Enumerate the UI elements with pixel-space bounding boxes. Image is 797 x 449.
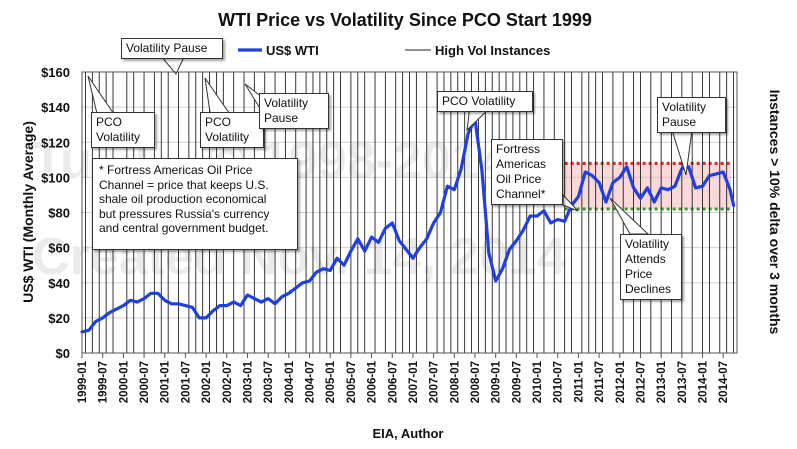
x-tick-label: 2000-01 bbox=[118, 360, 130, 403]
legend: US$ WTI High Vol Instances bbox=[238, 43, 550, 58]
channel-band bbox=[564, 163, 731, 209]
x-tick-label: 2013-01 bbox=[656, 360, 668, 403]
x-tick-label: 2012-01 bbox=[615, 360, 627, 403]
x-tick-label: 2007-07 bbox=[429, 361, 441, 403]
y-tick-label: $20 bbox=[48, 311, 70, 326]
plot-frame bbox=[81, 71, 738, 354]
x-tick-label: 2004-07 bbox=[305, 361, 317, 403]
x-tick-label: 2012-07 bbox=[635, 361, 647, 403]
x-tick-label: 2004-01 bbox=[284, 360, 296, 403]
y-tick-label: $40 bbox=[48, 276, 70, 291]
x-tick-label: 2006-07 bbox=[387, 361, 399, 403]
y-tick-label: $100 bbox=[41, 170, 70, 185]
callout-line: Pause bbox=[662, 115, 697, 129]
x-tick-label: 2003-01 bbox=[242, 360, 254, 403]
x-tick-label: 2001-01 bbox=[160, 360, 172, 403]
y-axis-label: US$ WTI (Monthly Average) bbox=[20, 121, 36, 303]
callout-tail bbox=[562, 193, 579, 212]
x-tick-label: 1999-07 bbox=[98, 361, 110, 403]
x-tick-label: 2000-07 bbox=[139, 361, 151, 403]
x-tick-label: 2009-07 bbox=[511, 361, 523, 403]
x-axis-ticks: 1999-01 1999-07 2000-01 2000-07 2001-01 2001-… bbox=[77, 353, 730, 403]
callout-vol-attends: Volatility Attends Price Declines bbox=[620, 234, 682, 300]
callout-line: PCO bbox=[205, 115, 232, 129]
x-tick-label: 2007-01 bbox=[408, 360, 420, 403]
callout-fortress: Fortress Americas Oil Price Channel* bbox=[491, 139, 563, 205]
callout-line: Volatility Pause bbox=[126, 41, 208, 55]
x-tick-label: 2014-01 bbox=[698, 360, 710, 403]
footnote-box: * Fortress Americas Oil Price Channel = … bbox=[92, 158, 298, 250]
y-tick-label: $0 bbox=[56, 346, 70, 361]
callout-line: Fortress bbox=[496, 142, 541, 156]
callout-line: Price bbox=[625, 267, 653, 281]
x-tick-label: 2010-07 bbox=[553, 361, 565, 403]
wti-price-line bbox=[80, 117, 736, 334]
x-tick-label: 2014-07 bbox=[718, 361, 730, 403]
footnote-line: shale oil production economical bbox=[99, 192, 267, 206]
x-axis-label: EIA, Author bbox=[372, 426, 443, 441]
footnote-line: and central government budget. bbox=[99, 221, 269, 235]
callout-pco-vol-2: PCO Volatility bbox=[200, 112, 264, 148]
callout-pco-vol-3: PCO Volatility bbox=[437, 91, 533, 112]
legend-vol-label: High Vol Instances bbox=[435, 43, 550, 58]
y-axis-ticks: $0 $20 $40 $60 $80 $100 $120 $140 $160 bbox=[41, 65, 70, 361]
y-tick-label: $160 bbox=[41, 65, 70, 80]
callout-line: Pause bbox=[264, 111, 299, 125]
y-tick-label: $120 bbox=[41, 135, 70, 150]
x-tick-label: 2005-01 bbox=[325, 360, 337, 403]
x-tick-label: 2003-07 bbox=[263, 361, 275, 403]
footnote-line: * Fortress Americas Oil Price bbox=[99, 163, 253, 177]
callout-line: Volatility bbox=[662, 100, 707, 114]
callout-line: Volatility bbox=[264, 96, 309, 110]
x-tick-label: 2008-01 bbox=[449, 360, 461, 403]
x-tick-label: 2010-01 bbox=[532, 360, 544, 403]
x-tick-label: 2009-01 bbox=[491, 360, 503, 403]
callout-vol-pause-3: Volatility Pause bbox=[657, 97, 726, 133]
legend-wti-label: US$ WTI bbox=[266, 43, 319, 58]
x-tick-label: 2006-01 bbox=[367, 360, 379, 403]
callout-line: PCO Volatility bbox=[442, 94, 516, 108]
callout-vol-pause-1: Volatility Pause bbox=[121, 38, 223, 59]
callout-line: PCO bbox=[96, 115, 123, 129]
x-tick-label: 1999-01 bbox=[77, 360, 89, 403]
x-tick-label: 2002-01 bbox=[201, 360, 213, 403]
y-tick-label: $140 bbox=[41, 100, 70, 115]
chart-title: WTI Price vs Volatility Since PCO Start … bbox=[218, 10, 592, 30]
x-tick-label: 2002-07 bbox=[222, 361, 234, 403]
footnote-line: Channel = price that keeps U.S. bbox=[99, 177, 269, 192]
y-tick-label: $80 bbox=[48, 206, 70, 221]
x-tick-label: 2001-07 bbox=[180, 361, 192, 403]
x-tick-label: 2011-01 bbox=[573, 360, 585, 402]
callout-line: Volatility bbox=[625, 237, 670, 251]
callout-line: Channel* bbox=[496, 187, 546, 201]
footnote-line: but pressures Russia's currency bbox=[99, 206, 270, 221]
price-channel bbox=[564, 161, 731, 211]
callout-pco-vol-1: PCO Volatility bbox=[91, 112, 155, 148]
x-tick-label: 2008-07 bbox=[470, 361, 482, 403]
callout-line: Volatility bbox=[205, 130, 250, 144]
x-tick-label: 2013-07 bbox=[677, 361, 689, 403]
y2-axis-label: Instances > 10% delta over 3 months bbox=[767, 90, 783, 335]
callout-vol-pause-2: Volatility Pause bbox=[259, 93, 329, 129]
callout-line: Oil Price bbox=[496, 172, 542, 186]
callout-line: Attends bbox=[625, 252, 666, 266]
callout-line: Volatility bbox=[96, 130, 141, 144]
x-tick-label: 2011-07 bbox=[594, 361, 606, 403]
callout-line: Declines bbox=[625, 282, 672, 296]
y-tick-label: $60 bbox=[48, 241, 70, 256]
x-tick-label: 2005-07 bbox=[346, 361, 358, 403]
callout-line: Americas bbox=[496, 157, 547, 171]
